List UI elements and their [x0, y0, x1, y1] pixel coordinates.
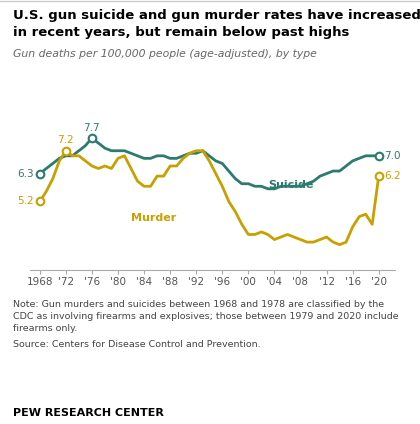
Text: Murder: Murder [131, 213, 176, 223]
Text: Note: Gun murders and suicides between 1968 and 1978 are classified by the
CDC a: Note: Gun murders and suicides between 1… [13, 300, 398, 332]
Text: Source: Centers for Disease Control and Prevention.: Source: Centers for Disease Control and … [13, 340, 260, 349]
Text: 6.3: 6.3 [18, 169, 34, 179]
Text: Suicide: Suicide [268, 180, 313, 190]
Text: PEW RESEARCH CENTER: PEW RESEARCH CENTER [13, 408, 163, 418]
Text: 7.7: 7.7 [84, 123, 100, 133]
Text: 6.2: 6.2 [384, 171, 401, 181]
Text: 7.2: 7.2 [58, 135, 74, 145]
Text: 5.2: 5.2 [18, 196, 34, 206]
Text: Gun deaths per 100,000 people (age-adjusted), by type: Gun deaths per 100,000 people (age-adjus… [13, 49, 317, 59]
Text: in recent years, but remain below past highs: in recent years, but remain below past h… [13, 26, 349, 39]
Text: U.S. gun suicide and gun murder rates have increased: U.S. gun suicide and gun murder rates ha… [13, 9, 420, 22]
Text: 7.0: 7.0 [384, 151, 401, 161]
